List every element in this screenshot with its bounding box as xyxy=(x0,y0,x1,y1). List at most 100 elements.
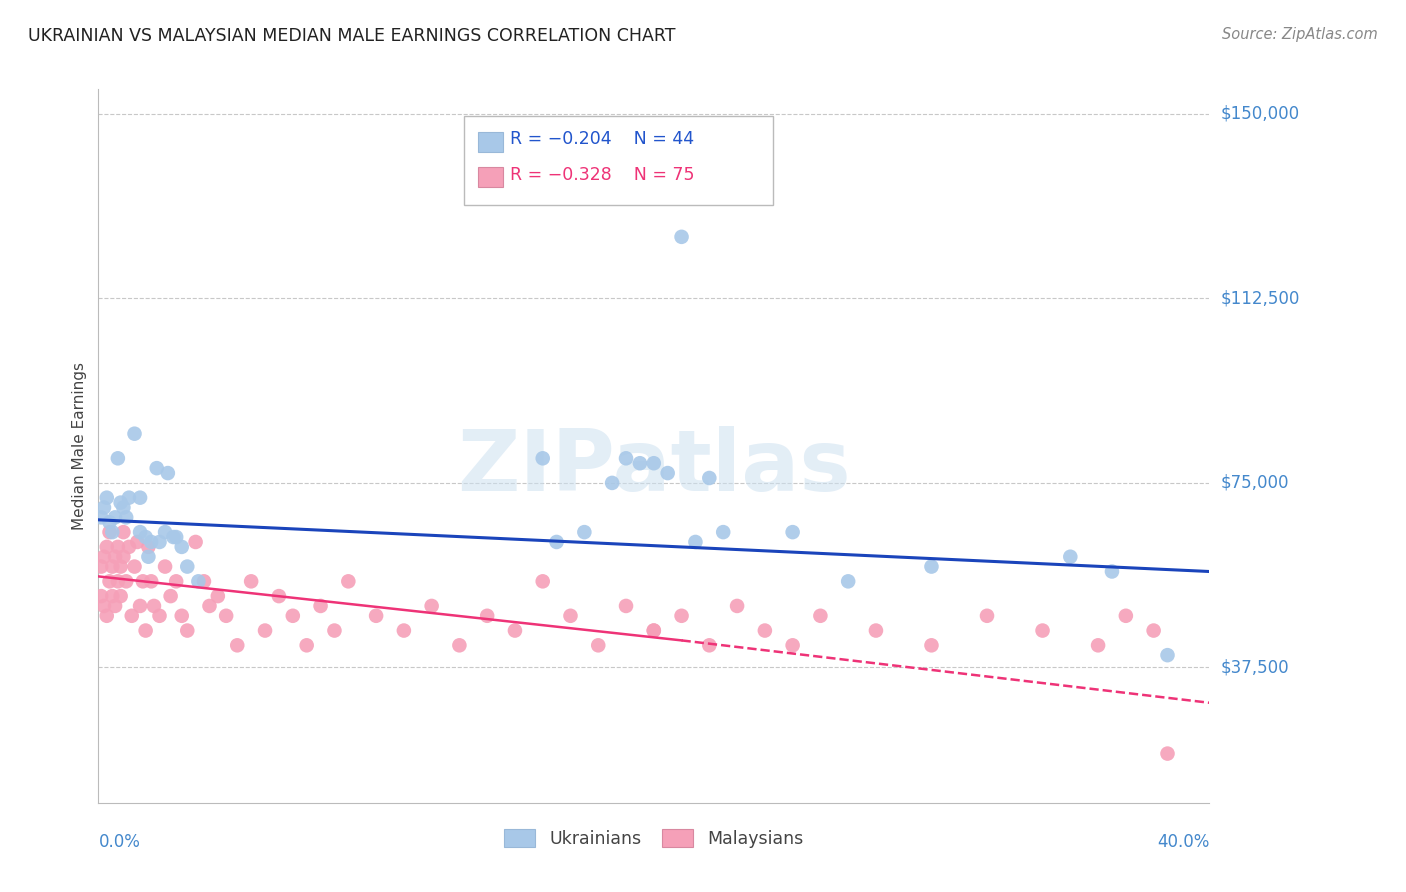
Text: R = −0.204    N = 44: R = −0.204 N = 44 xyxy=(510,130,695,148)
Point xyxy=(93,500,115,515)
Text: ZIPatlas: ZIPatlas xyxy=(457,425,851,509)
Point xyxy=(153,525,176,540)
Point xyxy=(138,549,160,564)
Point xyxy=(643,456,665,470)
Point xyxy=(295,638,318,652)
Point xyxy=(96,540,118,554)
Point xyxy=(782,638,804,652)
Point xyxy=(135,530,157,544)
Point xyxy=(671,608,693,623)
Point xyxy=(1101,565,1123,579)
Point xyxy=(115,510,138,524)
Point xyxy=(107,574,129,589)
Point xyxy=(104,549,127,564)
Point xyxy=(118,491,141,505)
Point xyxy=(643,624,665,638)
Text: 0.0%: 0.0% xyxy=(98,833,141,851)
Point xyxy=(98,525,121,540)
Point xyxy=(165,530,187,544)
Point xyxy=(110,559,132,574)
Point xyxy=(240,574,263,589)
Point xyxy=(104,510,127,524)
Point xyxy=(101,559,124,574)
Point xyxy=(782,525,804,540)
Point xyxy=(337,574,360,589)
Point xyxy=(1087,638,1109,652)
Point xyxy=(176,624,198,638)
Point xyxy=(141,535,163,549)
Point xyxy=(267,589,290,603)
Point xyxy=(628,456,651,470)
Point xyxy=(184,535,207,549)
Point xyxy=(156,466,179,480)
Point xyxy=(198,599,221,613)
Point xyxy=(153,559,176,574)
Point xyxy=(600,475,623,490)
Point xyxy=(671,230,693,244)
Point xyxy=(110,589,132,603)
Point xyxy=(657,466,679,480)
Point xyxy=(588,638,610,652)
Point xyxy=(112,549,135,564)
Point xyxy=(810,608,832,623)
Point xyxy=(920,638,942,652)
Point xyxy=(699,471,721,485)
Point xyxy=(1143,624,1166,638)
Point xyxy=(1115,608,1137,623)
Point xyxy=(711,525,734,540)
Point xyxy=(366,608,388,623)
Text: $112,500: $112,500 xyxy=(1220,289,1299,308)
Point xyxy=(215,608,238,623)
Legend: Ukrainians, Malaysians: Ukrainians, Malaysians xyxy=(498,822,810,855)
Point xyxy=(135,624,157,638)
Point xyxy=(104,599,127,613)
Point xyxy=(118,540,141,554)
Point xyxy=(112,525,135,540)
Point xyxy=(187,574,209,589)
Text: R = −0.328    N = 75: R = −0.328 N = 75 xyxy=(510,166,695,184)
Point xyxy=(90,559,112,574)
Point xyxy=(531,451,554,466)
Point xyxy=(754,624,776,638)
Point xyxy=(148,535,170,549)
Point xyxy=(309,599,332,613)
Point xyxy=(323,624,346,638)
Point xyxy=(170,540,193,554)
Y-axis label: Median Male Earnings: Median Male Earnings xyxy=(72,362,87,530)
Text: $150,000: $150,000 xyxy=(1220,104,1299,123)
Point xyxy=(392,624,415,638)
Point xyxy=(93,599,115,613)
Text: UKRAINIAN VS MALAYSIAN MEDIAN MALE EARNINGS CORRELATION CHART: UKRAINIAN VS MALAYSIAN MEDIAN MALE EARNI… xyxy=(28,27,676,45)
Point xyxy=(920,559,942,574)
Point xyxy=(121,608,143,623)
Point xyxy=(112,500,135,515)
Point xyxy=(107,451,129,466)
Point xyxy=(115,574,138,589)
Point xyxy=(138,540,160,554)
Point xyxy=(685,535,707,549)
Point xyxy=(976,608,998,623)
Point xyxy=(96,491,118,505)
Point xyxy=(141,574,163,589)
Point xyxy=(253,624,276,638)
Point xyxy=(127,535,149,549)
Point xyxy=(207,589,229,603)
Point xyxy=(176,559,198,574)
Point xyxy=(643,624,665,638)
Point xyxy=(132,574,155,589)
Point xyxy=(98,574,121,589)
Point xyxy=(148,608,170,623)
Point xyxy=(96,608,118,623)
Point xyxy=(449,638,471,652)
Point xyxy=(546,535,568,549)
Point xyxy=(124,426,146,441)
Point xyxy=(110,495,132,509)
Point xyxy=(725,599,748,613)
Point xyxy=(865,624,887,638)
Point xyxy=(574,525,596,540)
Point xyxy=(193,574,215,589)
Point xyxy=(1032,624,1054,638)
Point xyxy=(101,589,124,603)
Point xyxy=(107,540,129,554)
Point xyxy=(837,574,859,589)
